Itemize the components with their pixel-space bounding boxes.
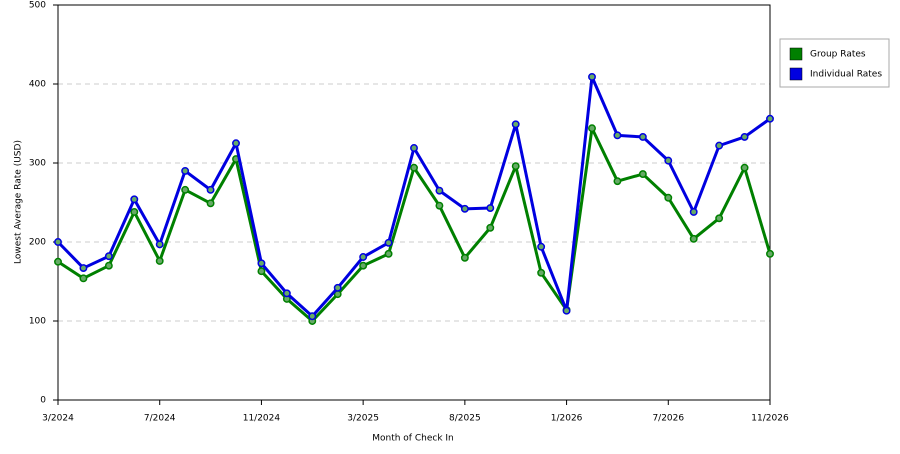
point [130, 195, 139, 204]
point [435, 186, 444, 195]
y-tick-label: 0 [40, 396, 46, 406]
legend-label: Group Rates [810, 50, 866, 60]
y-tick-label: 300 [29, 159, 46, 169]
point [410, 144, 418, 152]
point [384, 249, 393, 258]
y-tick-label: 500 [29, 1, 46, 11]
point [460, 204, 469, 213]
point [689, 208, 698, 216]
point [486, 223, 495, 232]
x-axis-label: Month of Check In [372, 434, 454, 444]
point [511, 120, 520, 129]
point [664, 193, 673, 202]
point [689, 234, 698, 243]
point [766, 114, 774, 123]
point [79, 274, 88, 283]
point [766, 249, 774, 258]
point [715, 214, 724, 223]
y-axis-label: Lowest Average Rate (USD) [14, 140, 24, 264]
point [333, 283, 342, 292]
x-tick-label: 1/2026 [551, 414, 583, 424]
point [155, 257, 164, 265]
y-tick-label: 100 [29, 317, 46, 327]
point [308, 312, 317, 321]
point [130, 208, 139, 216]
point [384, 238, 393, 247]
y-tick-label: 400 [29, 80, 46, 90]
point [155, 240, 164, 249]
x-tick-label: 7/2026 [652, 414, 684, 424]
legend-swatch [789, 47, 803, 61]
x-tick-label: 3/2025 [347, 414, 379, 424]
x-tick-label: 3/2024 [42, 414, 74, 424]
point [359, 253, 368, 261]
point [206, 199, 215, 208]
plot-frame [57, 4, 771, 401]
point [54, 238, 62, 246]
point [486, 204, 495, 212]
x-tick-label: 7/2024 [144, 414, 176, 424]
point [613, 177, 622, 186]
point [740, 132, 749, 141]
x-tick-label: 11/2026 [751, 414, 789, 424]
point [232, 139, 240, 148]
point [588, 72, 596, 81]
point [715, 141, 724, 150]
point [206, 185, 215, 194]
point [181, 185, 190, 194]
point [664, 156, 673, 165]
point [638, 170, 647, 179]
series-line [56, 75, 771, 318]
point [104, 252, 113, 261]
legend-swatch [789, 67, 803, 81]
point [537, 242, 546, 251]
point [410, 163, 418, 172]
point [740, 163, 749, 172]
point [537, 268, 546, 277]
x-tick-label: 8/2025 [449, 414, 481, 424]
point [359, 261, 368, 270]
point [613, 131, 622, 140]
legend-label: Individual Rates [810, 70, 882, 80]
point [562, 306, 571, 315]
point [282, 289, 291, 298]
point [79, 264, 88, 273]
point [435, 201, 444, 210]
point [460, 253, 469, 262]
point [104, 261, 113, 270]
point [588, 124, 596, 133]
point [54, 257, 62, 266]
point [511, 162, 520, 171]
point [638, 132, 647, 141]
point [181, 166, 190, 175]
x-tick-label: 11/2024 [243, 414, 281, 424]
y-tick-label: 200 [29, 238, 46, 248]
point [257, 267, 266, 276]
point [257, 259, 266, 268]
